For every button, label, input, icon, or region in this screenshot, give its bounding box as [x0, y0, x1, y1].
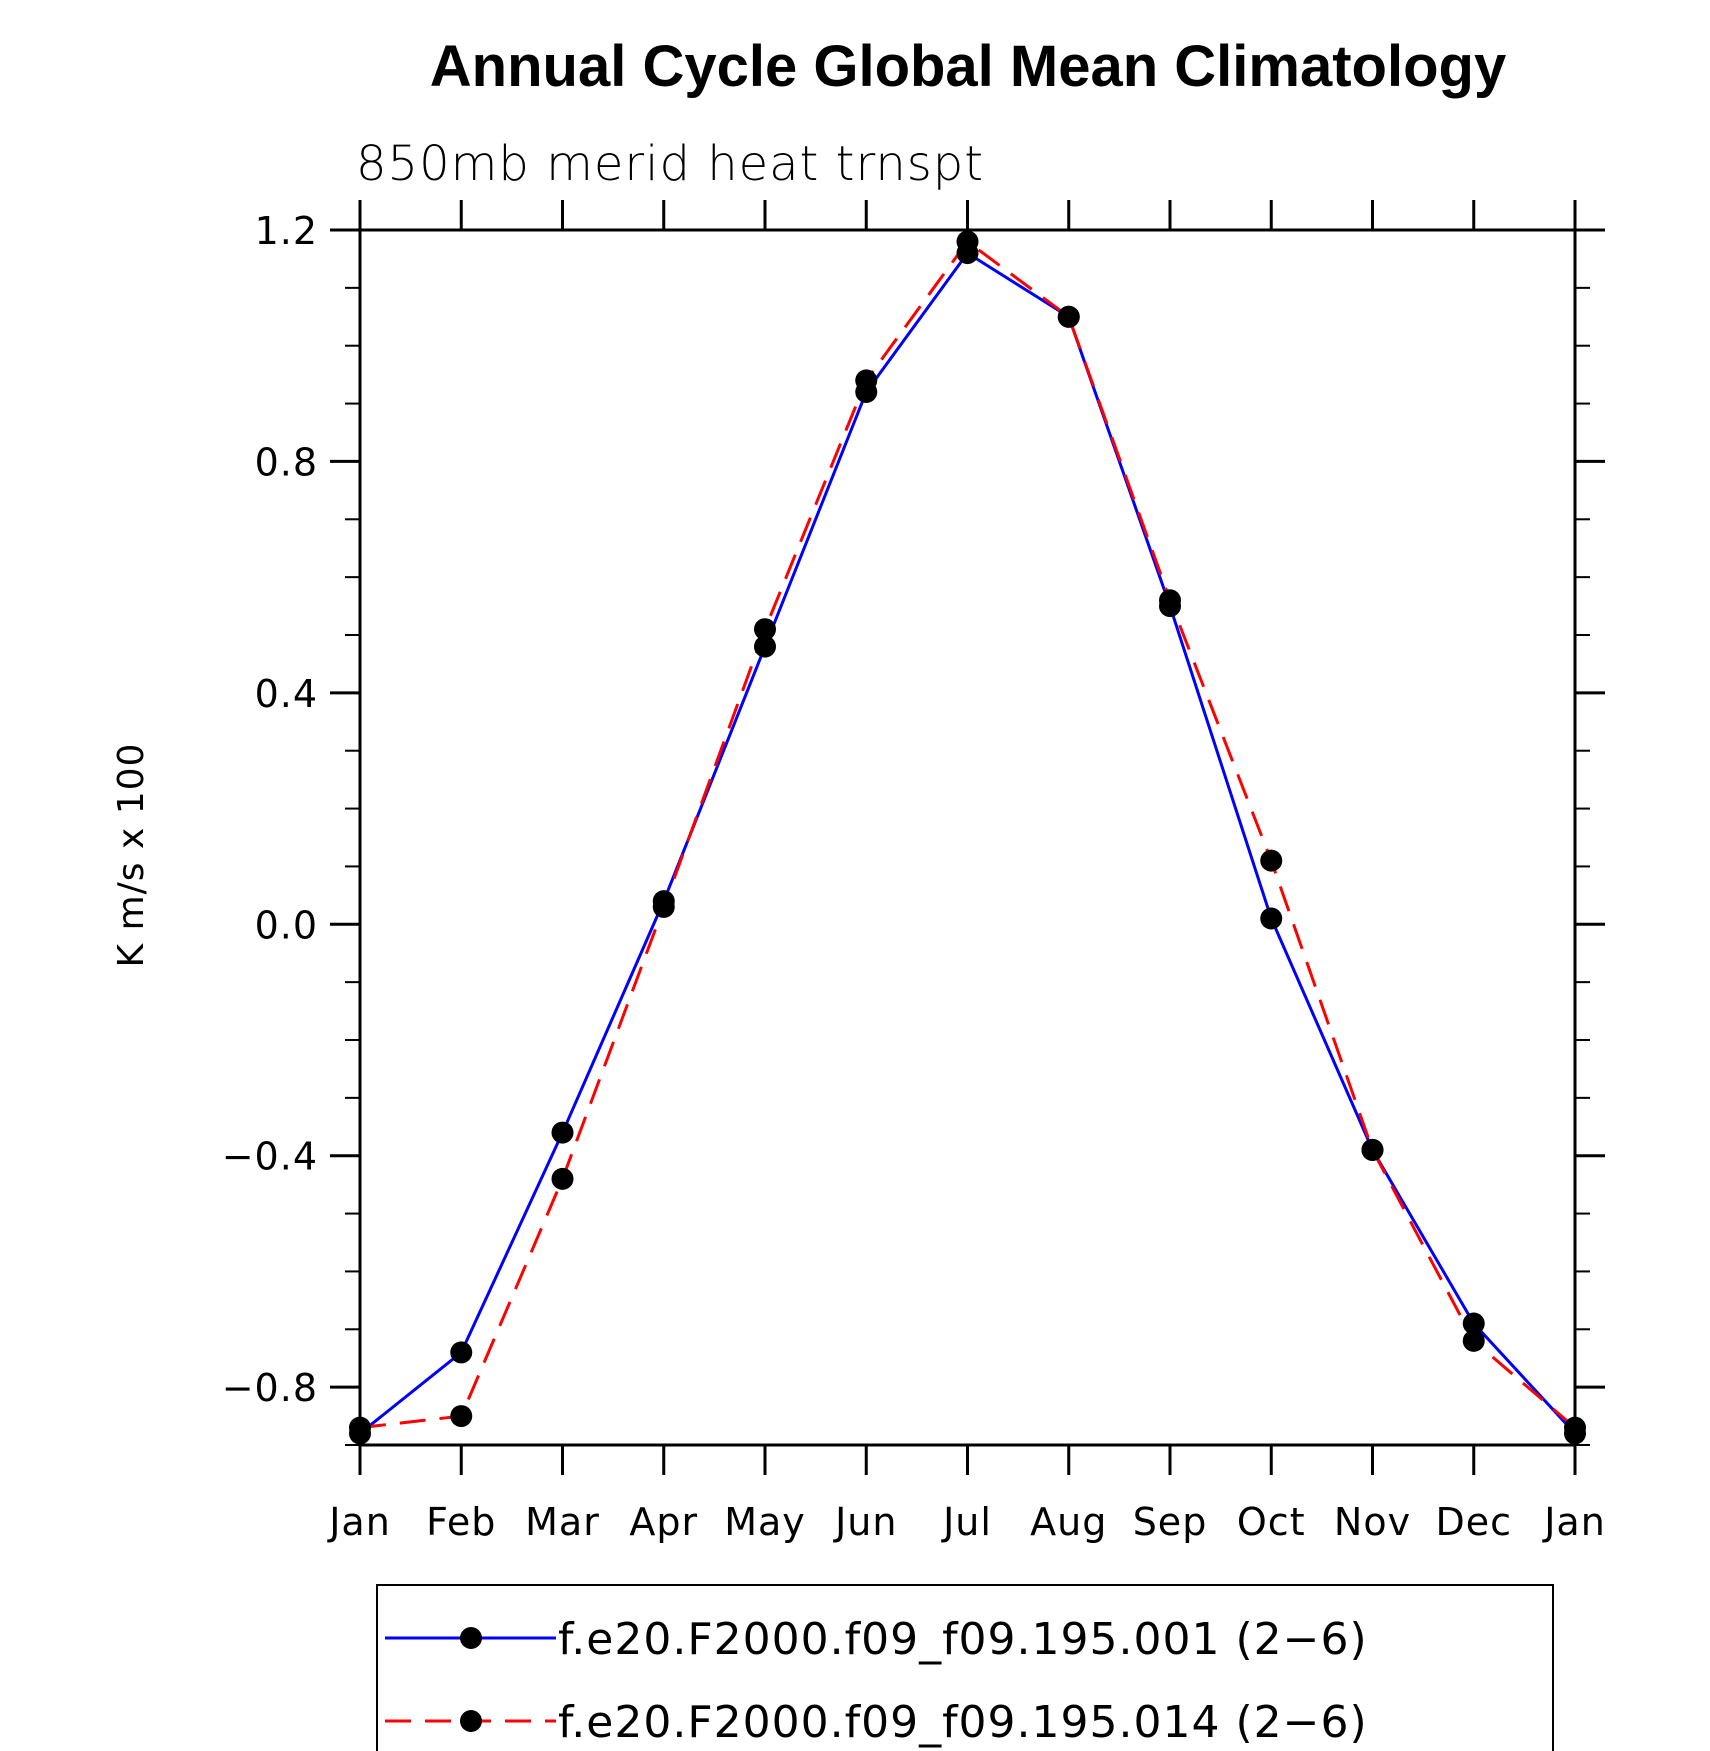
legend-box: [376, 1584, 1554, 1751]
legend-label-1: f.e20.F2000.f09_f09.195.001 (2−6): [558, 1614, 1368, 1665]
y-tick-label: −0.4: [222, 1135, 318, 1179]
x-tick-label: Mar: [525, 1500, 600, 1544]
x-tick-label: Jan: [1542, 1500, 1606, 1544]
data-point-s2: [1361, 1138, 1384, 1161]
plot-frame: [358, 228, 1577, 1447]
data-point-s2: [855, 369, 878, 392]
y-tick-label: 0.0: [255, 903, 318, 947]
data-point-s2: [956, 230, 979, 253]
series-line-1: [359, 251, 1577, 1435]
data-point-s1: [450, 1341, 473, 1364]
x-tick-label: Jun: [833, 1500, 897, 1544]
x-tick-label: Dec: [1435, 1500, 1512, 1544]
data-point-s1: [1462, 1312, 1485, 1335]
data-point-s1: [551, 1121, 574, 1144]
legend: f.e20.F2000.f09_f09.195.001 (2−6) f.e20.F…: [376, 1584, 1554, 1751]
x-tick-label: Feb: [426, 1500, 496, 1544]
y-tick-label: 0.4: [255, 672, 318, 716]
data-point-s1: [1260, 907, 1283, 930]
y-tick-label: 0.8: [255, 440, 318, 484]
x-tick-labels: Jan Feb Mar Apr May Jun Jul Aug Sep Oct Nov Dec Jan: [327, 1500, 1606, 1544]
data-point-s2: [1260, 849, 1283, 872]
legend-label-2: f.e20.F2000.f09_f09.195.014 (2−6): [558, 1697, 1368, 1748]
x-tick-label: May: [724, 1500, 806, 1544]
series-lines: [359, 240, 1577, 1435]
legend-marker-1: [460, 1627, 482, 1649]
y-tick-label: 1.2: [255, 209, 318, 253]
x-tick-label: Sep: [1133, 1500, 1208, 1544]
y-tick-label: −0.8: [222, 1366, 318, 1410]
data-point-s2: [1159, 589, 1181, 612]
data-point-s2: [551, 1167, 574, 1190]
x-tick-label: Aug: [1030, 1500, 1107, 1544]
data-point-s2: [652, 895, 675, 918]
y-tick-labels: −0.8 −0.4 0.0 0.4 0.8 1.2: [222, 209, 318, 1410]
chart-title: Annual Cycle Global Mean Climatology: [430, 34, 1506, 99]
chart-subtitle: 850mb merid heat trnspt: [356, 136, 984, 192]
data-point-s1: [754, 635, 776, 658]
axis-ticks: [330, 200, 1605, 1475]
x-tick-label: Oct: [1237, 1500, 1306, 1544]
x-tick-label: Jul: [941, 1500, 992, 1544]
data-markers: [349, 230, 1586, 1445]
x-tick-label: Apr: [629, 1500, 698, 1544]
series-line-2: [359, 240, 1576, 1430]
x-tick-label: Nov: [1334, 1500, 1411, 1544]
data-point-s2: [1462, 1329, 1485, 1352]
x-tick-label: Jan: [327, 1500, 391, 1544]
data-point-s2: [754, 618, 776, 641]
data-point-s2: [1057, 305, 1080, 328]
data-point-s2: [450, 1405, 473, 1428]
y-axis-label: K m/s x 100: [111, 743, 152, 968]
legend-marker-2: [460, 1710, 482, 1732]
